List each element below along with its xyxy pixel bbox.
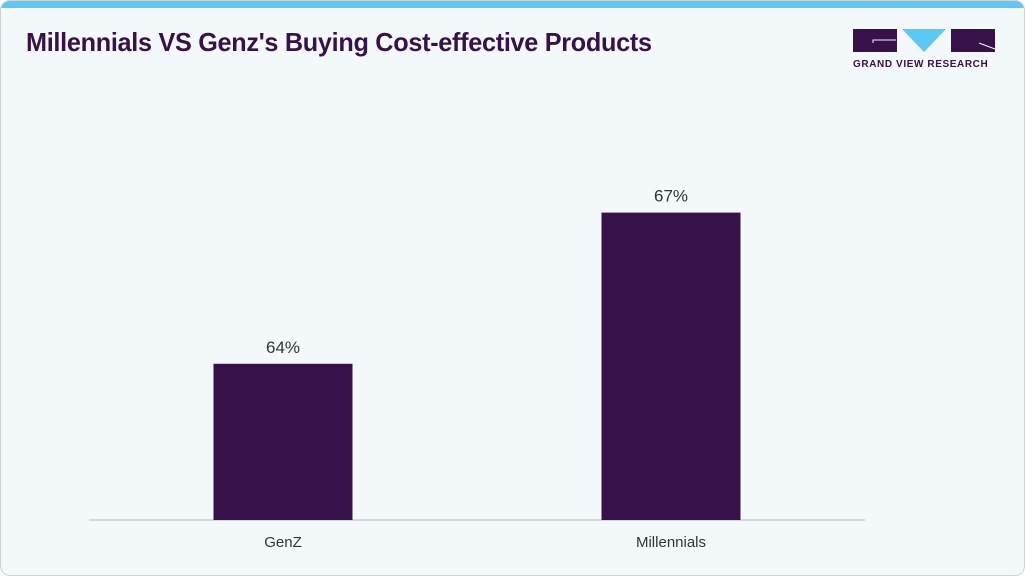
chart-title: Millennials VS Genz's Buying Cost-effect… (26, 27, 652, 57)
logo-text: GRAND VIEW RESEARCH (853, 59, 989, 70)
logo-r-block (951, 29, 995, 52)
bar-millennials (601, 212, 741, 520)
category-label-genz: GenZ (264, 534, 302, 551)
bar-genz (213, 363, 353, 520)
value-label-genz: 64% (266, 338, 300, 357)
value-label-millennials: 67% (654, 187, 688, 206)
logo-v-triangle (902, 29, 946, 52)
logo-r-stroke (978, 42, 996, 50)
logo-g-stroke (872, 39, 896, 43)
category-label-millennials: Millennials (636, 534, 706, 551)
grand-view-research-logo-icon (853, 29, 996, 52)
accent-top-bar (1, 1, 1024, 8)
